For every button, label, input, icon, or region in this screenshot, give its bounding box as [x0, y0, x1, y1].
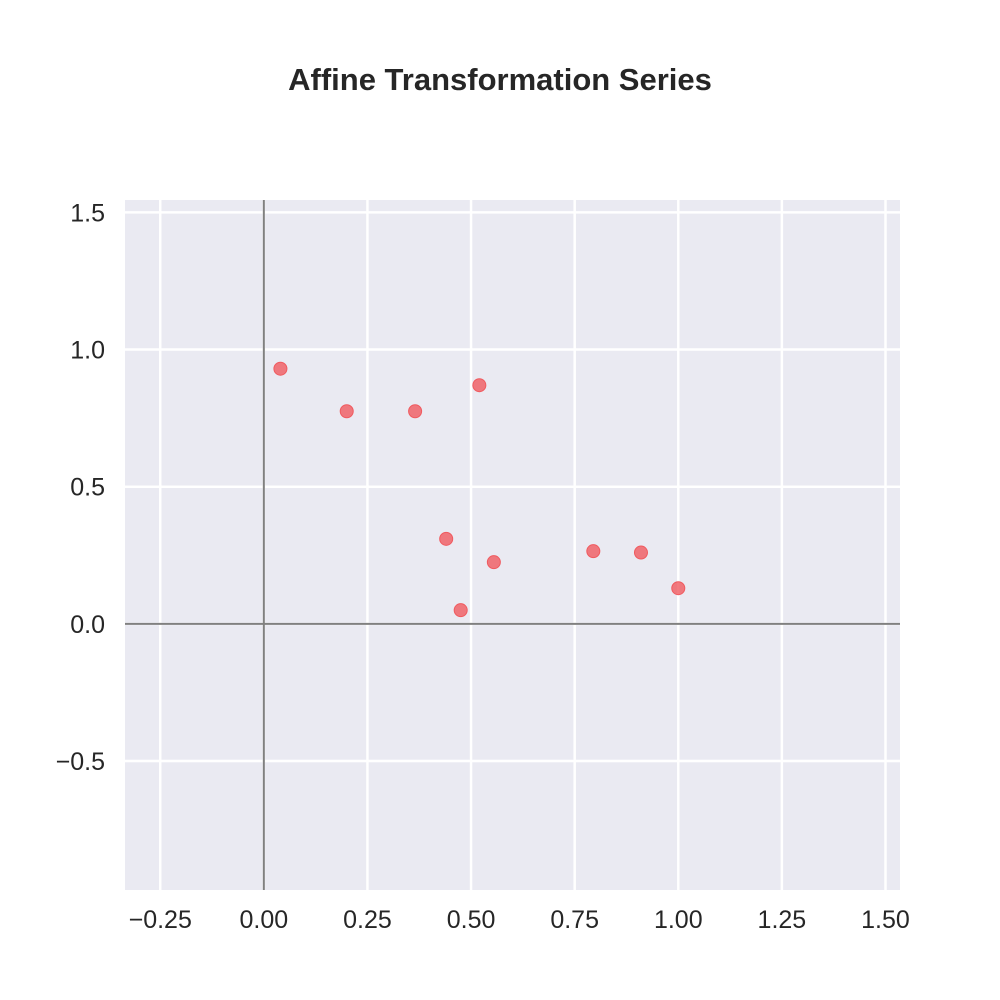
x-tick-label: 1.50	[861, 906, 910, 934]
x-tick-label: 0.00	[240, 906, 289, 934]
x-tick-label: 0.50	[447, 906, 496, 934]
data-point	[586, 544, 601, 559]
data-point	[339, 404, 354, 419]
data-point	[453, 603, 468, 618]
data-point	[671, 581, 686, 596]
data-point	[633, 545, 648, 560]
x-tick-label: 0.75	[550, 906, 599, 934]
data-point	[439, 531, 454, 546]
x-axis-ticks: −0.25 0.00 0.25 0.50 0.75 1.00 1.25 1.50	[129, 906, 910, 934]
y-tick-label: 1.5	[70, 199, 105, 227]
x-tick-label: 0.25	[343, 906, 392, 934]
reference-lines	[125, 200, 900, 890]
y-tick-label: −0.5	[56, 748, 105, 776]
data-points	[273, 361, 686, 618]
x-tick-label: 1.00	[654, 906, 703, 934]
data-point	[486, 555, 501, 570]
x-tick-label: −0.25	[129, 906, 192, 934]
data-point	[273, 361, 288, 376]
data-point	[472, 378, 487, 393]
chart-title: Affine Transformation Series	[288, 62, 712, 97]
x-tick-label: 1.25	[758, 906, 807, 934]
y-tick-label: 0.5	[70, 474, 105, 502]
y-axis-ticks: −0.5 0.0 0.5 1.0 1.5	[56, 199, 105, 776]
y-tick-label: 1.0	[70, 337, 105, 365]
plot-area	[125, 200, 900, 890]
data-point	[408, 404, 423, 419]
y-tick-label: 0.0	[70, 611, 105, 639]
